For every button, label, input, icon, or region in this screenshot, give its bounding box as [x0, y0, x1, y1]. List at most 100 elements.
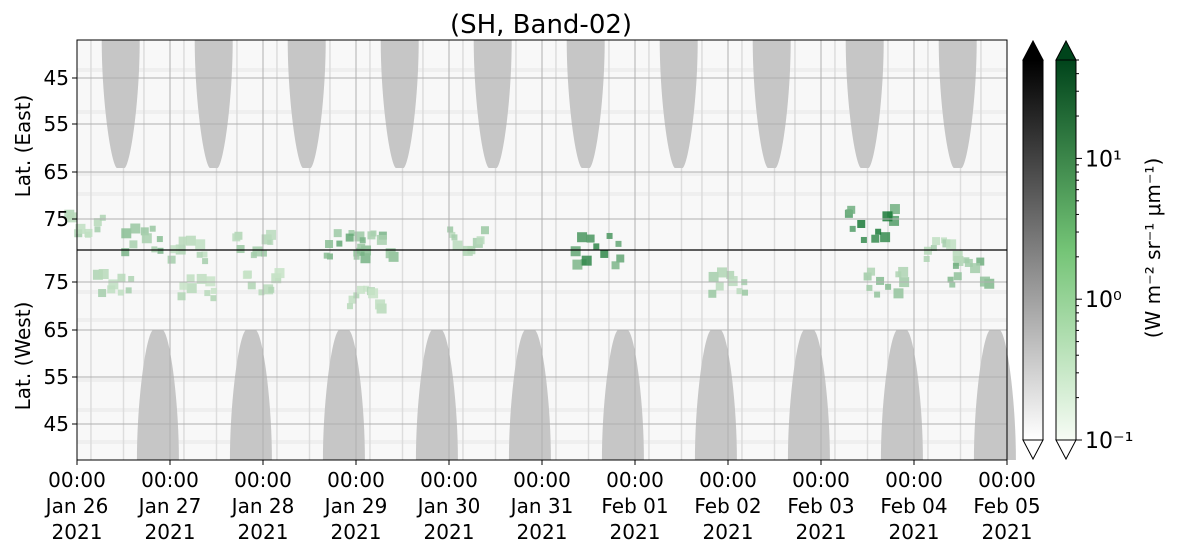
aurora-pixel: [889, 215, 900, 226]
x-tick-label: 2021: [424, 520, 475, 544]
aurora-pixel: [205, 276, 216, 287]
aurora-patch: [64, 209, 106, 238]
daylight-lobe-bottom: [508, 330, 551, 460]
aurora-pixel: [611, 261, 620, 270]
y-tick-label: 55: [44, 365, 69, 389]
aurora-patch: [242, 268, 285, 296]
aurora-pixel: [874, 291, 881, 298]
daylight-lobe-top: [938, 40, 977, 168]
daylight-lobe-top: [659, 40, 698, 168]
aurora-pixel: [326, 253, 333, 260]
x-tick-label: Feb 04: [880, 494, 947, 518]
aurora-pixel: [98, 289, 107, 298]
aurora-patch: [177, 273, 217, 302]
aurora-pixel: [857, 219, 866, 228]
aurora-pixel: [263, 284, 274, 295]
aurora-pixel: [232, 233, 241, 242]
aurora-pixel: [268, 286, 275, 293]
aurora-pixel: [947, 276, 954, 283]
colorbar-extend-top: [1055, 39, 1077, 61]
aurora-pixel: [177, 292, 186, 301]
colorbar-label: (W m⁻² sr⁻¹ μm⁻¹): [1141, 158, 1165, 339]
aurora-pixel: [323, 252, 330, 259]
aurora-pixel: [325, 240, 334, 249]
aurora-pixel: [149, 225, 156, 232]
aurora-pixel: [356, 247, 365, 256]
aurora-pixel: [179, 281, 188, 290]
aurora-pixel: [121, 228, 132, 239]
aurora-pixel: [94, 226, 101, 233]
aurora-pixel: [360, 253, 371, 264]
daylight-lobe-bottom: [601, 330, 644, 460]
y-tick-label: 65: [44, 160, 69, 184]
daylight-lobe-bottom: [415, 330, 458, 460]
aurora-pixel: [863, 272, 872, 281]
aurora-pixel: [186, 274, 195, 283]
aurora-pixel: [451, 234, 458, 241]
daylight-lobe-bottom: [880, 330, 923, 460]
daylight-lobe-bottom: [694, 330, 737, 460]
x-tick-label: Jan 31: [509, 494, 574, 518]
aurora-patch: [570, 232, 625, 270]
colorbar-extend-top: [1022, 39, 1044, 61]
aurora-pixel: [586, 234, 595, 243]
x-tick-label: 00:00: [420, 468, 478, 492]
x-tick-label: 00:00: [327, 468, 385, 492]
gray-colorbar: [1022, 39, 1044, 461]
aurora-pixel: [867, 267, 876, 276]
aurora-pixel: [570, 246, 581, 257]
aurora-pixel: [849, 225, 856, 232]
aurora-pixel: [117, 273, 126, 282]
aurora-pixel: [606, 232, 613, 239]
aurora-pixel: [353, 253, 360, 260]
colorbar-tick-label: 10¹: [1085, 147, 1122, 172]
aurora-pixel: [359, 237, 366, 244]
aurora-pixel: [186, 283, 197, 294]
aurora-pixel: [964, 258, 973, 267]
aurora-pixel: [893, 288, 904, 299]
x-tick-label: Jan 28: [230, 494, 295, 518]
aurora-pixel: [946, 239, 957, 250]
aurora-patch: [92, 268, 135, 298]
aurora-pixel: [128, 275, 135, 282]
aurora-pixel: [357, 243, 366, 252]
plot-area: [64, 39, 1016, 461]
daylight-lobe-top: [845, 40, 884, 168]
aurora-pixel: [196, 273, 207, 284]
aurora-pixel: [156, 236, 163, 243]
aurora-pixel: [84, 228, 93, 237]
y-tick-label: 65: [44, 318, 69, 342]
x-tick-label: Feb 01: [601, 494, 668, 518]
aurora-patch: [844, 204, 900, 243]
y-tick-label: 45: [44, 66, 69, 90]
y-label-bottom: Lat. (West): [11, 302, 35, 411]
aurora-pixel: [236, 245, 245, 254]
aurora-pixel: [201, 251, 208, 258]
aurora-patch: [121, 223, 164, 257]
x-tick-label: 2021: [331, 520, 382, 544]
aurora-pixel: [447, 226, 454, 233]
aurora-pixel: [99, 214, 106, 221]
aurora-pixel: [726, 270, 735, 279]
daylight-lobe-top: [287, 40, 326, 168]
aurora-pixel: [875, 228, 882, 235]
daylight-lobe-bottom: [322, 330, 365, 460]
aurora-pixel: [616, 254, 625, 263]
aurora-pixel: [452, 240, 463, 251]
aurora-pixel: [195, 239, 206, 250]
aurora-pixel: [356, 285, 365, 294]
aurora-pixel: [333, 229, 342, 238]
x-tick-label: 2021: [889, 520, 940, 544]
chart-title: (SH, Band-02): [450, 10, 632, 40]
aurora-pixel: [210, 295, 217, 302]
aurora-pixel: [898, 266, 909, 277]
colorbar-tick-label: 10⁰: [1085, 288, 1122, 313]
aurora-pixel: [885, 283, 892, 290]
aurora-pixel: [860, 236, 867, 243]
x-tick-label: 2021: [703, 520, 754, 544]
aurora-pixel: [258, 289, 265, 296]
x-tick-label: 00:00: [48, 468, 106, 492]
aurora-pixel: [932, 237, 941, 246]
daylight-lobe-top: [101, 40, 140, 168]
